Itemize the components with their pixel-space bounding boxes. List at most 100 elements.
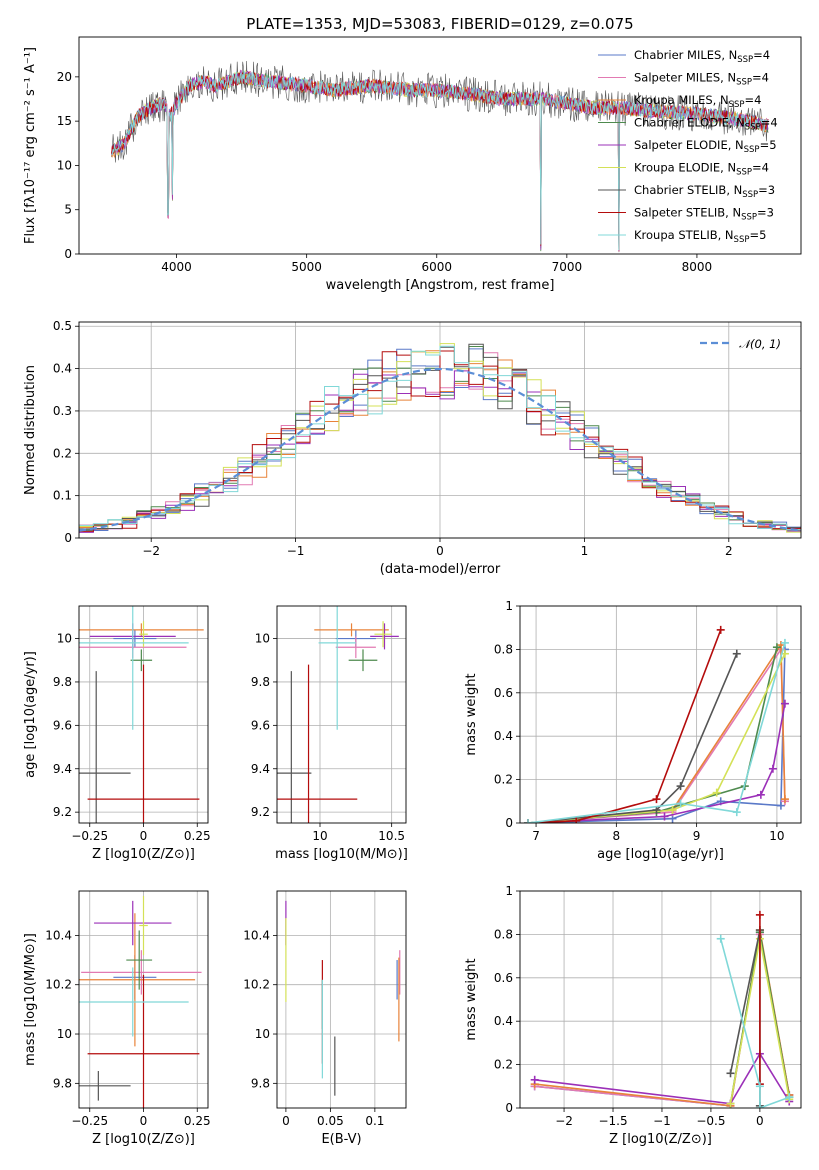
legend-nssp: =4: [761, 116, 778, 130]
errorbar-point: [94, 900, 172, 946]
y-tick-label: 20: [57, 70, 72, 84]
panel-mass-vs-z: −0.25 0 0.25 9.8 10 10.2 10.4 Z [log10(Z/Z⊙)] ma…: [23, 890, 211, 1147]
x-axis-label: Z [log10(Z/Z⊙)]: [609, 1132, 712, 1147]
y-tick-label: 0.3: [53, 404, 72, 418]
panel-weight-vs-age: 7 8 9 10 0 0.2 0.4 0.6 0.8 1 age [log10(age/yr)] ma…: [464, 599, 802, 862]
x-axis-label: mass [log10(M/M⊙)]: [275, 847, 408, 862]
errorbar-point: [79, 967, 189, 1037]
panel-age-vs-mass: 10 10.5 9.2 9.4 9.6 9.8 10 mass [log10(M/M⊙)]: [251, 605, 408, 862]
normal-reference-curve: [79, 367, 801, 532]
legend-sub: SSP: [729, 100, 745, 110]
plot-area: [79, 895, 202, 1108]
x-tick-label: 0: [140, 829, 148, 843]
x-tick-label: 9: [693, 829, 701, 843]
spectrum-line: [111, 70, 769, 251]
weight-line: [534, 1052, 790, 1105]
legend-name: Chabrier MILES, N: [634, 48, 737, 62]
legend-sub: SSP: [741, 213, 757, 223]
legend-label: Chabrier ELODIE, NSSP=4: [634, 116, 778, 133]
y-tick-label: 9.6: [251, 718, 270, 732]
y-tick-label: 10: [57, 1027, 72, 1041]
legend-name: Chabrier STELIB, N: [634, 183, 742, 197]
errorbar-point: [370, 623, 399, 650]
y-axis-label: mass weight: [464, 673, 479, 755]
y-tick-label: 9.6: [53, 718, 72, 732]
x-axis-label: E(B-V): [321, 1132, 361, 1147]
plus-marker: [726, 1069, 735, 1078]
axes-frame: [519, 890, 802, 1109]
legend-sub: SSP: [744, 145, 760, 155]
y-tick-label: 10: [255, 1027, 270, 1041]
plus-marker: [652, 795, 661, 804]
plot-area: [285, 900, 401, 1096]
y-tick-label: 9.8: [53, 675, 72, 689]
plot-area: [111, 60, 769, 253]
legend-nssp: =3: [757, 206, 774, 220]
axes-frame: [78, 36, 802, 255]
legend-name: Salpeter MILES, N: [634, 71, 736, 85]
errorbar-point: [277, 671, 312, 823]
plus-marker: [755, 1104, 764, 1108]
axes-frame: [276, 890, 407, 1109]
errorbar-point: [79, 913, 196, 1047]
legend-label: Salpeter MILES, NSSP=4: [634, 71, 769, 88]
x-tick-label: −0.5: [696, 1114, 725, 1128]
weight-line: [719, 938, 790, 1108]
x-tick-label: 0.25: [184, 1114, 211, 1128]
y-tick-label: 9.4: [251, 762, 270, 776]
x-tick-label: 0: [140, 1114, 148, 1128]
errorbar-point: [87, 974, 200, 1108]
errorbar-point: [277, 664, 358, 823]
x-tick-label: 2: [725, 544, 733, 558]
y-axis-label: mass [log10(M/M⊙)]: [23, 933, 38, 1066]
x-tick-label: −1.5: [598, 1114, 627, 1128]
x-tick-label: 6000: [421, 260, 452, 274]
legend-nssp: =4: [753, 48, 770, 62]
legend-name: Kroupa MILES, N: [634, 93, 729, 107]
axes-frame: [276, 605, 407, 824]
legend-name: Kroupa STELIB, N: [634, 228, 734, 242]
errorbar-point: [139, 895, 148, 956]
legend-label: Chabrier MILES, NSSP=4: [634, 48, 770, 65]
plus-marker: [780, 699, 789, 708]
y-tick-label: 9.2: [53, 805, 72, 819]
legend-nssp: =5: [760, 138, 777, 152]
legend-sub: SSP: [745, 123, 761, 133]
plus-marker: [676, 782, 685, 791]
x-axis-label: Z [log10(Z/Z⊙)]: [92, 1132, 195, 1147]
panel-spectrum: 4000 5000 6000 7000 8000 0 5 10 15 20 wavelength […: [23, 36, 802, 293]
legend-sub: SSP: [736, 78, 752, 88]
panel-age-vs-z: −0.25 0 0.25 9.2 9.4 9.6 9.8 10 Z [log10(Z/Z⊙)] a…: [23, 605, 211, 862]
legend-label: Kroupa ELODIE, NSSP=4: [634, 161, 769, 178]
y-tick-label: 0.2: [53, 446, 72, 460]
errorbar-point: [348, 649, 378, 672]
legend-nssp: =3: [758, 183, 775, 197]
x-tick-label: −1: [287, 544, 305, 558]
residuals-legend: 𝒩(0, 1): [700, 337, 781, 351]
plus-marker: [524, 819, 533, 823]
legend-label: Kroupa MILES, NSSP=4: [634, 93, 761, 110]
y-tick-label: 9.8: [53, 1076, 72, 1090]
plus-marker: [776, 801, 785, 810]
x-tick-label: 0.25: [184, 829, 211, 843]
legend-name: Salpeter STELIB, N: [634, 206, 741, 220]
legend-sub: SSP: [734, 235, 750, 245]
y-axis-label: Normed distribution: [23, 365, 38, 495]
legend-sub: SSP: [736, 168, 752, 178]
plus-marker: [772, 643, 781, 652]
y-tick-label: 15: [57, 114, 72, 128]
plot-area: [530, 910, 794, 1108]
plus-marker: [676, 799, 685, 808]
x-tick-label: 7000: [552, 260, 583, 274]
y-tick-label: 5: [64, 203, 72, 217]
y-tick-label: 0.4: [494, 1014, 513, 1028]
errorbar-point: [87, 664, 200, 823]
plus-marker: [668, 805, 677, 814]
y-axis-label: mass weight: [464, 958, 479, 1040]
plot-area: [79, 606, 204, 823]
x-tick-label: 8: [613, 829, 621, 843]
x-tick-label: 0.05: [317, 1114, 344, 1128]
plus-marker: [572, 816, 581, 823]
